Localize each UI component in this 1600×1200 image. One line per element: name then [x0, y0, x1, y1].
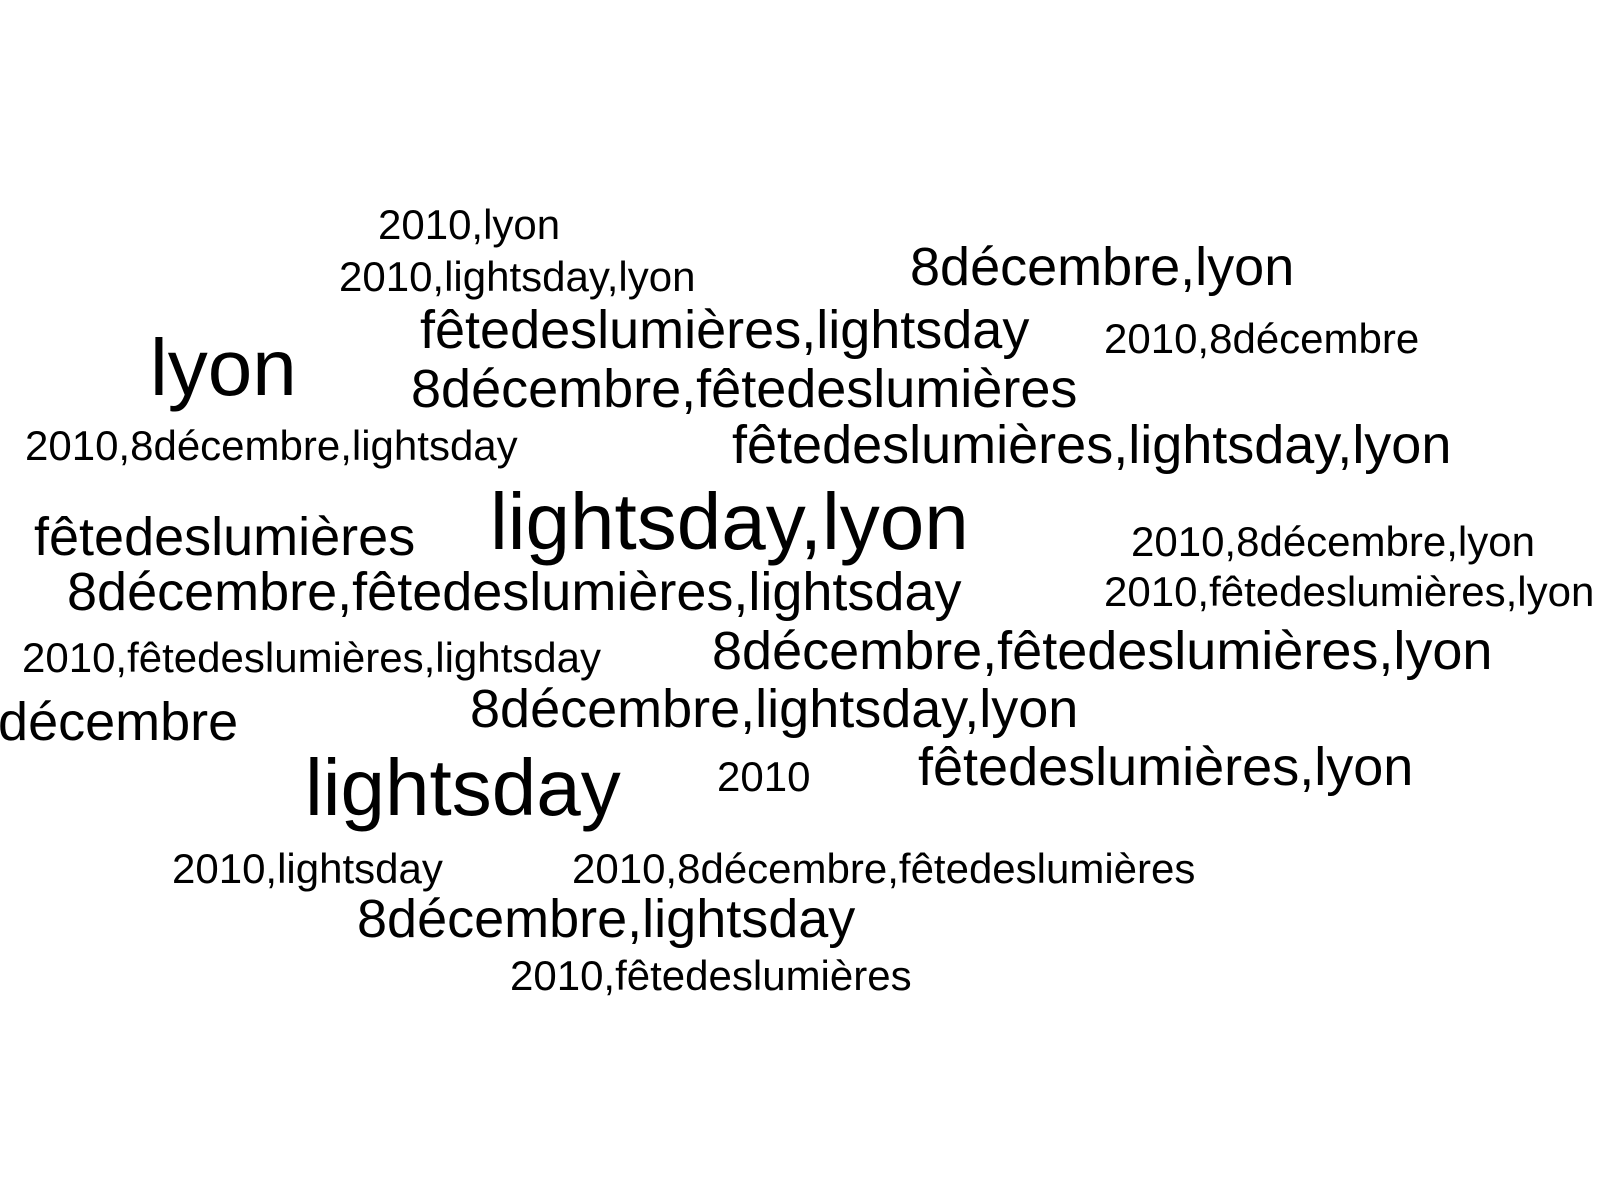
cloud-word: 8décembre,fêtedeslumières,lightsday: [67, 562, 962, 622]
cloud-word: 2010,8décembre: [1104, 315, 1420, 362]
cloud-word: 8décembre,fêtedeslumières: [411, 359, 1078, 419]
cloud-word: fêtedeslumières,lyon: [918, 737, 1414, 797]
cloud-word: 2010,lightsday,lyon: [339, 253, 696, 300]
cloud-word: 8décembre,lyon: [910, 237, 1295, 297]
cloud-word: 8décembre,lightsday,lyon: [470, 679, 1079, 739]
cloud-word: 2010: [717, 753, 811, 800]
cloud-word: 8décembre: [0, 692, 239, 752]
cloud-word: lightsday,lyon: [490, 477, 969, 566]
cloud-word: fêtedeslumières,lightsday,lyon: [732, 415, 1452, 475]
cloud-word: 2010,fêtedeslumières: [510, 952, 912, 999]
cloud-word: 8décembre,lightsday: [357, 889, 856, 949]
cloud-word: fêtedeslumières,lightsday: [420, 300, 1030, 360]
cloud-word: lyon: [150, 323, 297, 412]
cloud-word: 8décembre,fêtedeslumières,lyon: [712, 621, 1493, 681]
cloud-word: fêtedeslumières: [34, 507, 416, 567]
cloud-word: lightsday: [305, 743, 621, 832]
cloud-word: 2010,8décembre,fêtedeslumières: [572, 845, 1196, 892]
cloud-word: 2010,lightsday: [172, 845, 443, 892]
cloud-word: 2010,lyon: [378, 201, 561, 248]
cloud-word: 2010,8décembre,lyon: [1131, 518, 1535, 565]
cloud-word: 2010,fêtedeslumières,lyon: [1104, 568, 1595, 615]
cloud-word: 2010,8décembre,lightsday: [25, 422, 518, 469]
cloud-word: 2010,fêtedeslumières,lightsday: [22, 634, 602, 681]
